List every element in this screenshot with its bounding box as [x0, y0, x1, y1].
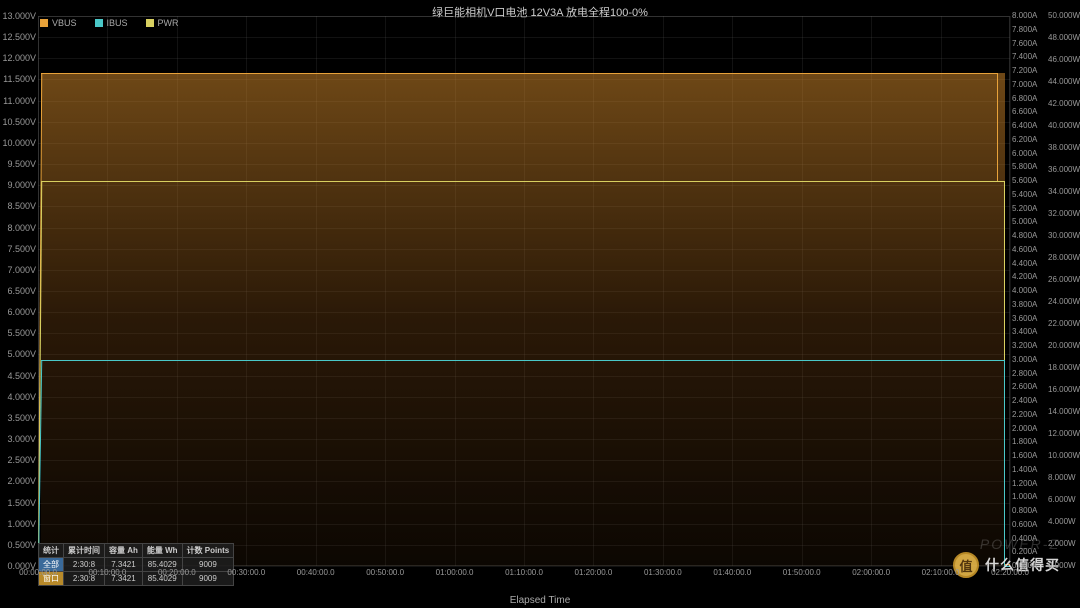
stats-header: 计数 Points	[182, 544, 234, 558]
chart-container: 绿巨能相机V口电池 12V3A 放电全程100-0% VBUS IBUS PWR…	[0, 0, 1080, 608]
plot-area	[38, 16, 1010, 566]
stats-header: 统计	[39, 544, 64, 558]
stats-header: 容量 Ah	[105, 544, 143, 558]
x-axis-title: Elapsed Time	[0, 595, 1080, 606]
table-row: 窗口 2:30:8 7.3421 85.4029 9009	[39, 572, 234, 586]
stats-header: 累计时间	[64, 544, 105, 558]
stats-table: 统计 累计时间 容量 Ah 能量 Wh 计数 Points 全部 2:30:8 …	[38, 543, 234, 586]
stats-header: 能量 Wh	[142, 544, 182, 558]
table-row: 全部 2:30:8 7.3421 85.4029 9009	[39, 558, 234, 572]
table-row: 统计 累计时间 容量 Ah 能量 Wh 计数 Points	[39, 544, 234, 558]
